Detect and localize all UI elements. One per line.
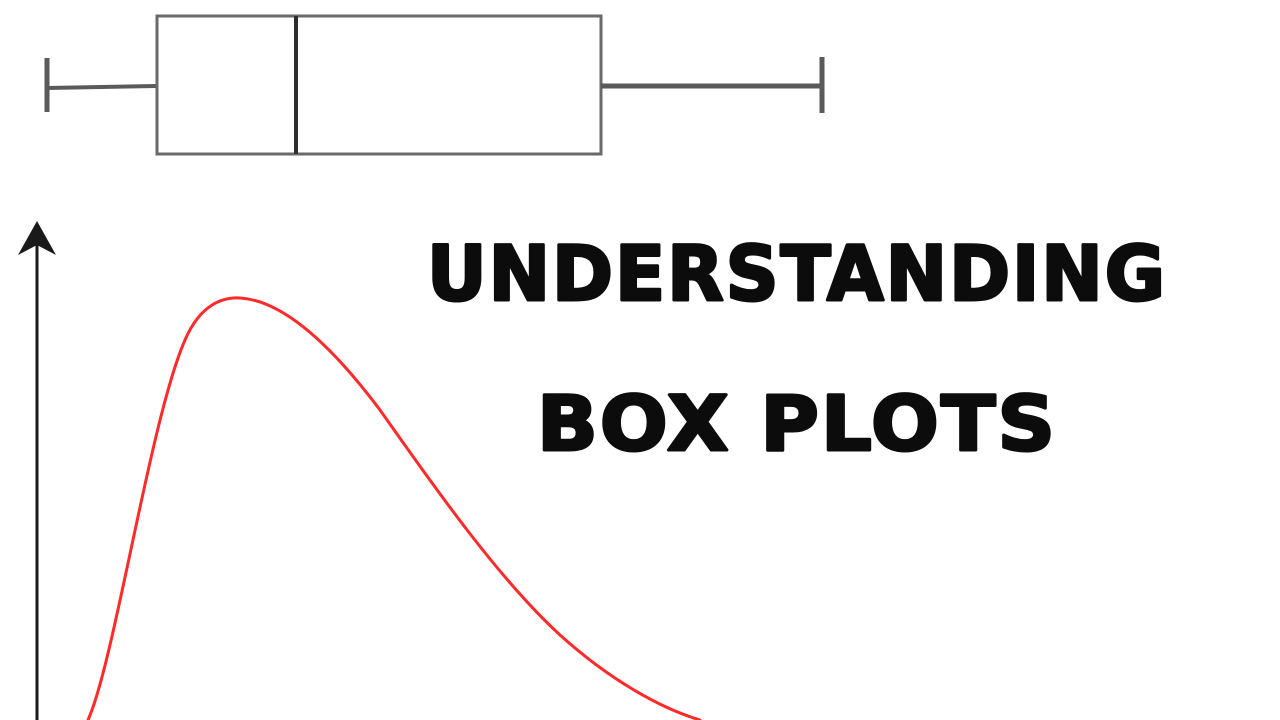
title-line-1: UNDERSTANDING: [427, 229, 1167, 318]
title-line-2: BOX PLOTS: [537, 379, 1057, 468]
y-axis-arrowhead: [18, 221, 56, 255]
left-whisker: [46, 84, 158, 90]
box-plot: [44, 14, 825, 156]
y-axis: [18, 221, 56, 720]
interquartile-box: [155, 14, 603, 156]
distribution-curve: [86, 296, 702, 720]
